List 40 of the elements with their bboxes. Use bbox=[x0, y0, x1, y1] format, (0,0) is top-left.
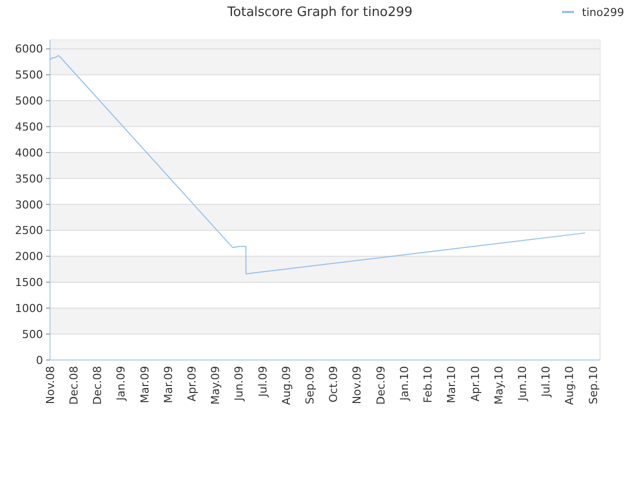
x-tick-label: Mar.10 bbox=[445, 366, 458, 404]
x-tick-label: Apr.10 bbox=[468, 366, 482, 402]
x-tick-label: Apr.09 bbox=[185, 366, 198, 402]
x-tick-label: Feb.10 bbox=[422, 366, 435, 403]
y-tick-label: 2500 bbox=[15, 224, 43, 238]
x-tick-label: Sep.09 bbox=[304, 366, 317, 404]
x-tick-label: Aug.09 bbox=[280, 366, 293, 405]
y-tick-label: 0 bbox=[36, 354, 43, 367]
x-tick-label: Oct.09 bbox=[327, 366, 340, 403]
y-tick-label: 1000 bbox=[15, 302, 43, 315]
x-tick-label: May.09 bbox=[209, 366, 222, 405]
y-tick-label: 5500 bbox=[15, 68, 43, 82]
y-tick-label: 5000 bbox=[15, 94, 43, 108]
x-tick-label: Dec.08 bbox=[67, 366, 80, 405]
x-tick-label: Aug.10 bbox=[563, 366, 576, 405]
x-tick-label: Dec.09 bbox=[374, 366, 388, 405]
x-tick-label: Mar.09 bbox=[138, 366, 152, 404]
x-tick-label: Jan.09 bbox=[114, 366, 128, 402]
x-tick-label: Jun.09 bbox=[232, 366, 246, 402]
y-tick-label: 500 bbox=[22, 328, 43, 341]
y-tick-label: 3500 bbox=[15, 172, 43, 186]
y-tick-label: 4500 bbox=[15, 120, 43, 134]
legend-label: tino299 bbox=[582, 6, 624, 19]
x-tick-label: Jan.10 bbox=[398, 366, 411, 402]
y-tick-label: 2000 bbox=[15, 250, 43, 264]
y-tick-label: 6000 bbox=[15, 42, 43, 56]
y-tick-label: 1500 bbox=[15, 276, 43, 290]
x-tick-label: Dec.08 bbox=[91, 366, 104, 405]
y-tick-label: 3000 bbox=[15, 198, 43, 212]
x-tick-label: Mar.09 bbox=[162, 366, 175, 404]
x-tick-label: Jun.10 bbox=[516, 366, 529, 402]
x-tick-label: Jul.10 bbox=[540, 366, 553, 398]
x-tick-label: Nov.08 bbox=[44, 366, 57, 404]
line-series bbox=[50, 55, 586, 274]
y-tick-label: 4000 bbox=[15, 146, 43, 160]
x-tick-label: Sep.10 bbox=[586, 366, 600, 404]
x-tick-label: Nov.09 bbox=[350, 366, 364, 404]
x-tick-label: May.10 bbox=[492, 366, 506, 405]
chart-title: Totalscore Graph for tino299 bbox=[226, 5, 413, 20]
x-tick-label: Jul.09 bbox=[256, 366, 270, 398]
